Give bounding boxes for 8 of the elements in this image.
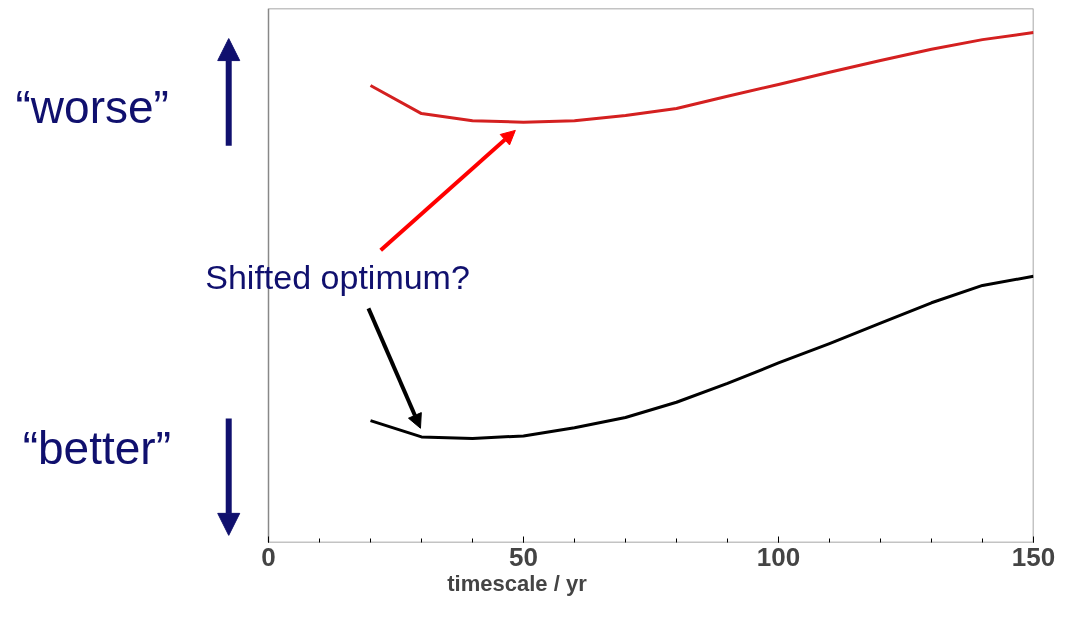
- text: “worse”: [15, 81, 169, 134]
- text: “better”: [22, 421, 171, 474]
- x-tick-label: 100: [756, 541, 801, 572]
- x-axis-title: timescale / yr: [447, 570, 588, 596]
- annotation: Shifted optimum?: [205, 258, 470, 297]
- x-tick-label: 50: [509, 541, 538, 572]
- x-tick-label: 150: [1011, 541, 1056, 572]
- x-tick-label: 0: [261, 541, 276, 572]
